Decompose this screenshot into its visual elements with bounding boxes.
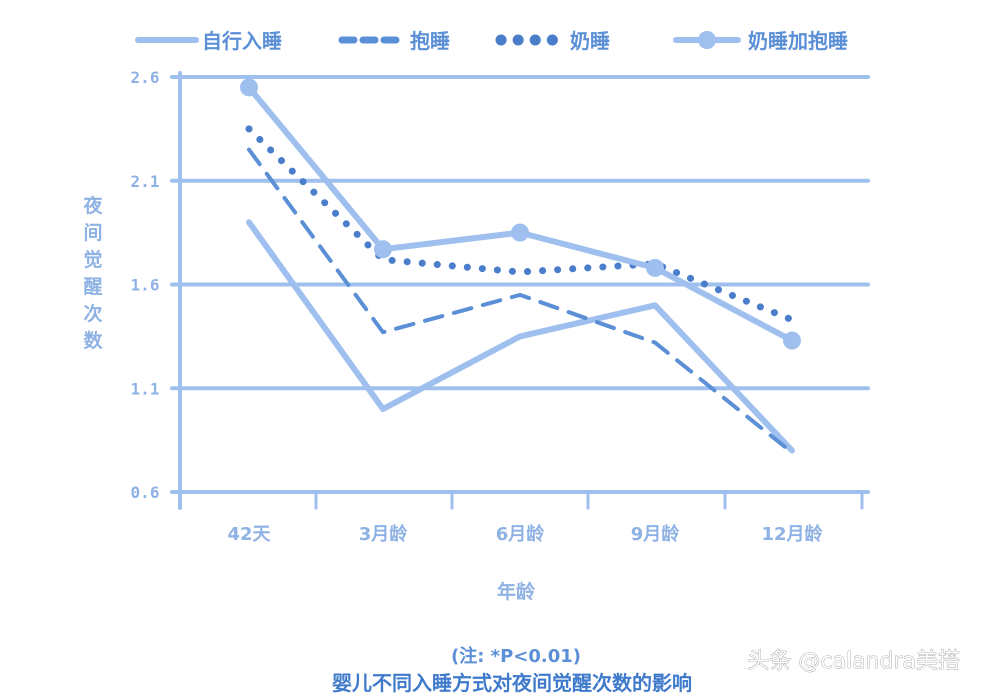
series-point bbox=[240, 78, 258, 97]
legend-label: 奶睡加抱睡 bbox=[748, 29, 848, 53]
legend-marker bbox=[698, 31, 716, 49]
series-point bbox=[511, 223, 529, 242]
gridlines bbox=[170, 71, 870, 510]
x-tick-label: 6月龄 bbox=[496, 523, 546, 545]
x-tick-labels: 42天 3月龄 6月龄 9月龄 12月龄 bbox=[227, 523, 823, 545]
y-tick-label: 2.6 bbox=[131, 68, 160, 87]
series-line bbox=[246, 219, 795, 454]
y-axis-label-char: 间 bbox=[83, 222, 102, 244]
series-line bbox=[247, 147, 794, 455]
y-tick-label: 0.6 bbox=[131, 483, 160, 502]
legend-label: 奶睡 bbox=[570, 29, 610, 53]
series-point bbox=[646, 258, 664, 277]
legend-label: 自行入睡 bbox=[202, 29, 282, 53]
series-point bbox=[374, 240, 392, 259]
series-lines bbox=[240, 78, 801, 455]
x-tick-label: 42天 bbox=[227, 524, 271, 545]
x-tick-label: 3月龄 bbox=[359, 523, 409, 545]
watermark: 头条 @calandra美搭 bbox=[747, 649, 960, 674]
x-tick-label: 9月龄 bbox=[631, 523, 681, 545]
legend-label: 抱睡 bbox=[410, 29, 450, 53]
y-tick-label: 1.6 bbox=[131, 276, 160, 295]
y-axis-label-char: 夜 bbox=[82, 194, 103, 217]
x-tick-label: 12月龄 bbox=[761, 523, 823, 545]
y-axis-label-char: 觉 bbox=[83, 248, 102, 271]
caption: 婴儿不同入睡方式对夜间觉醒次数的影响 bbox=[332, 671, 692, 695]
y-axis-label-char: 醒 bbox=[83, 276, 102, 298]
series-point bbox=[783, 331, 801, 350]
series-line bbox=[246, 84, 795, 344]
y-axis-label-char: 数 bbox=[83, 329, 103, 352]
y-tick-label: 2.1 bbox=[131, 172, 160, 191]
y-tick-label: 1.1 bbox=[131, 379, 160, 398]
legend: 自行入睡 抱睡 奶睡 奶睡加抱睡 bbox=[135, 29, 848, 53]
y-axis-label-char: 次 bbox=[83, 302, 102, 325]
y-tick-labels: 2.6 2.1 1.6 1.1 0.6 bbox=[131, 68, 160, 502]
note: (注: *P<0.01) bbox=[451, 645, 581, 667]
x-axis-label: 年龄 bbox=[497, 580, 536, 603]
y-axis-label: 夜间觉醒次数 bbox=[82, 194, 103, 352]
